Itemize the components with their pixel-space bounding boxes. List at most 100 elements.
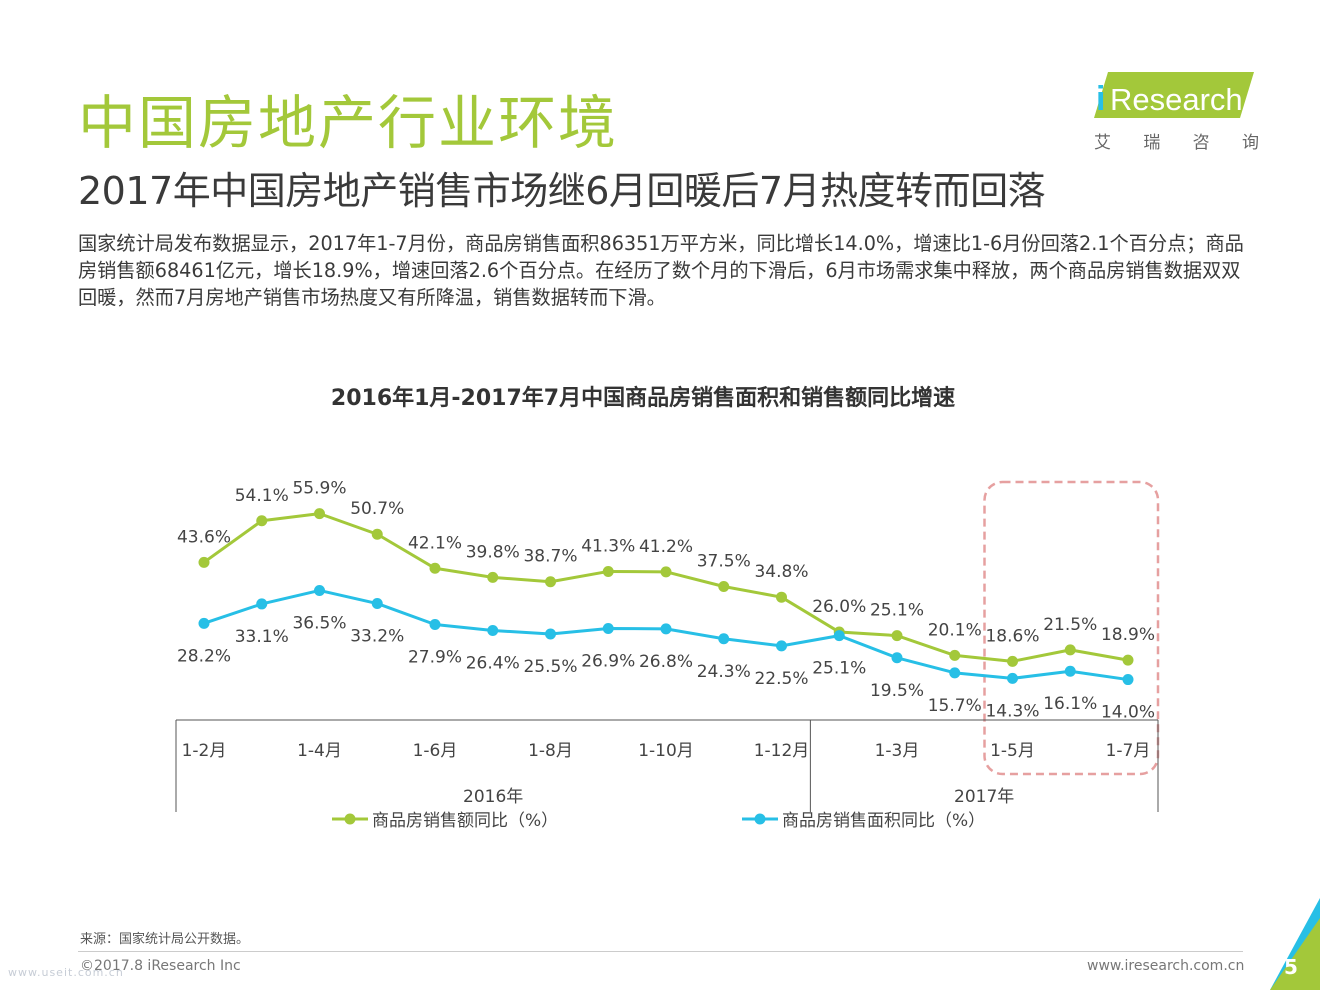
data-label: 36.5% xyxy=(292,613,346,633)
data-point-sales-amount xyxy=(949,649,961,661)
data-label: 38.7% xyxy=(523,547,577,567)
highlight-box xyxy=(983,480,1160,776)
data-point-sales-amount xyxy=(660,566,672,578)
watermark: www.useit.com.cn xyxy=(8,966,124,979)
x-tick-label: 1-12月 xyxy=(754,741,810,761)
data-label: 33.1% xyxy=(235,627,289,647)
data-label: 18.9% xyxy=(1101,625,1155,645)
data-point-sales-area xyxy=(949,667,961,679)
x-tick-label: 1-2月 xyxy=(182,741,227,761)
data-point-sales-amount xyxy=(371,528,383,540)
data-point-sales-amount xyxy=(314,508,325,520)
data-point-sales-amount xyxy=(429,562,441,574)
website-link[interactable]: www.iresearch.com.cn xyxy=(1087,958,1245,974)
data-label: 26.4% xyxy=(466,653,520,673)
footer-divider xyxy=(78,951,1243,952)
data-point-sales-amount xyxy=(256,515,268,527)
logo-char: 瑞 xyxy=(1143,133,1161,153)
logo-i: i xyxy=(1096,80,1105,118)
data-label: 41.2% xyxy=(639,537,693,557)
data-label: 41.3% xyxy=(581,536,635,556)
x-tick-label: 1-8月 xyxy=(528,741,573,761)
data-label: 34.8% xyxy=(754,562,808,582)
data-point-sales-amount xyxy=(718,581,730,592)
data-point-sales-amount xyxy=(1007,655,1018,667)
data-point-sales-amount xyxy=(198,556,210,568)
data-label: 39.8% xyxy=(466,542,520,562)
year-group-label: 2016年 xyxy=(463,787,523,807)
section-title: 中国房地产行业环境 xyxy=(78,89,619,157)
logo-subtitle: 艾 瑞 咨 询 xyxy=(1094,128,1259,153)
data-point-sales-area xyxy=(545,628,556,640)
data-point-sales-amount xyxy=(602,565,614,577)
data-label: 25.1% xyxy=(812,659,866,679)
legend-swatch-marker xyxy=(344,813,356,825)
year-group-label: 2017年 xyxy=(954,787,1014,807)
data-label: 20.1% xyxy=(928,620,982,640)
data-label: 55.9% xyxy=(292,479,346,499)
legend-swatch-marker xyxy=(754,813,766,825)
data-label: 50.7% xyxy=(350,499,404,519)
data-label: 26.8% xyxy=(639,652,693,672)
data-label: 26.0% xyxy=(812,597,866,617)
data-label: 15.7% xyxy=(928,696,982,716)
data-point-sales-amount xyxy=(545,576,556,588)
data-label: 28.2% xyxy=(177,646,231,666)
data-label: 21.5% xyxy=(1043,615,1097,635)
headline: 2017年中国房地产销售市场继6月回暖后7月热度转而回落 xyxy=(78,169,1046,213)
data-point-sales-area xyxy=(1064,665,1076,677)
logo-char: 艾 xyxy=(1094,133,1111,153)
x-tick-label: 1-3月 xyxy=(875,741,920,761)
data-label: 42.1% xyxy=(408,533,462,553)
copyright: ©2017.8 iResearch Inc xyxy=(80,958,241,974)
data-label: 54.1% xyxy=(235,486,289,506)
legend-label: 商品房销售面积同比（%） xyxy=(782,811,985,831)
data-label: 25.5% xyxy=(523,657,577,677)
data-label: 19.5% xyxy=(870,681,924,701)
source-note: 来源：国家统计局公开数据。 xyxy=(80,932,250,947)
data-point-sales-amount xyxy=(776,591,787,603)
data-label: 18.6% xyxy=(985,626,1039,646)
data-label: 24.3% xyxy=(697,662,751,682)
logo-char: 询 xyxy=(1241,133,1259,153)
data-point-sales-amount xyxy=(487,571,499,583)
data-label: 25.1% xyxy=(870,601,924,621)
logo-char: 咨 xyxy=(1192,133,1210,153)
data-label: 33.2% xyxy=(350,627,404,647)
data-point-sales-amount xyxy=(891,630,903,642)
x-tick-label: 1-7月 xyxy=(1106,741,1151,761)
page-number: 5 xyxy=(1284,955,1298,979)
data-label: 14.3% xyxy=(985,701,1039,721)
logo-research: Research xyxy=(1110,82,1243,117)
chart-title: 2016年1月-2017年7月中国商品房销售面积和销售额同比增速 xyxy=(330,386,956,411)
data-point-sales-area xyxy=(371,598,383,610)
data-point-sales-area xyxy=(776,640,787,652)
data-point-sales-area xyxy=(660,623,672,635)
data-point-sales-area xyxy=(891,652,903,664)
data-point-sales-area xyxy=(487,624,499,636)
data-label: 27.9% xyxy=(408,648,462,668)
x-tick-label: 1-6月 xyxy=(413,741,458,761)
corner-decoration xyxy=(1270,898,1320,990)
data-label: 26.9% xyxy=(581,651,635,671)
data-point-sales-area xyxy=(314,584,325,596)
data-point-sales-area xyxy=(256,598,268,610)
legend-label: 商品房销售额同比（%） xyxy=(372,811,558,831)
x-tick-label: 1-10月 xyxy=(638,741,694,761)
data-label: 16.1% xyxy=(1043,694,1097,714)
data-point-sales-area xyxy=(833,630,845,642)
data-label: 37.5% xyxy=(697,552,751,572)
data-label: 22.5% xyxy=(754,669,808,689)
data-point-sales-area xyxy=(602,622,614,634)
data-point-sales-area xyxy=(198,617,210,629)
data-point-sales-amount xyxy=(1122,654,1134,666)
data-point-sales-area xyxy=(1122,674,1134,686)
data-point-sales-amount xyxy=(1064,644,1076,656)
iresearch-logo: i Research xyxy=(1094,72,1254,118)
data-point-sales-area xyxy=(1007,672,1018,684)
data-label: 43.6% xyxy=(177,527,231,547)
data-label: 14.0% xyxy=(1101,703,1155,723)
data-point-sales-area xyxy=(718,633,730,645)
x-tick-label: 1-5月 xyxy=(990,741,1035,761)
